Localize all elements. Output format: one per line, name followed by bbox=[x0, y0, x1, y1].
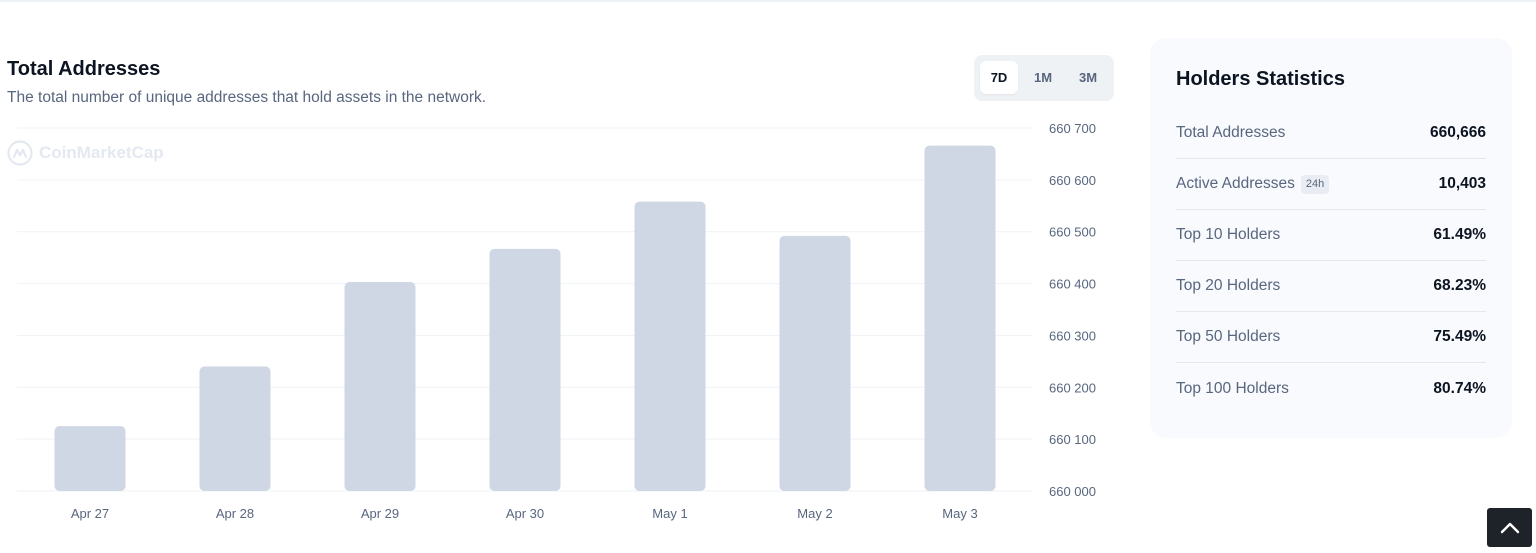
stat-row-top-10-holders: Top 10 Holders 61.49% bbox=[1176, 210, 1486, 261]
bar[interactable] bbox=[54, 426, 126, 491]
coinmarketcap-watermark: CoinMarketCap bbox=[7, 139, 164, 167]
x-tick-label: Apr 30 bbox=[506, 506, 544, 521]
y-tick-label: 660 000 bbox=[1049, 484, 1096, 499]
range-7d-button[interactable]: 7D bbox=[980, 61, 1018, 94]
y-tick-label: 660 100 bbox=[1049, 432, 1096, 447]
x-tick-label: May 1 bbox=[652, 506, 687, 521]
stat-label: Top 10 Holders bbox=[1176, 226, 1281, 243]
stat-value: 660,666 bbox=[1429, 124, 1486, 141]
period-badge: 24h bbox=[1300, 174, 1330, 194]
stat-value: 80.74% bbox=[1433, 379, 1486, 397]
coinmarketcap-logo-icon bbox=[7, 140, 33, 166]
stat-label-wrapper: Active Addresses 24h bbox=[1176, 174, 1330, 194]
stat-value: 75.49% bbox=[1433, 328, 1486, 345]
x-tick-label: May 3 bbox=[942, 506, 977, 521]
chart-subtitle: The total number of unique addresses tha… bbox=[7, 89, 487, 106]
stat-label: Top 50 Holders bbox=[1176, 328, 1281, 345]
x-tick-label: Apr 29 bbox=[361, 506, 399, 521]
stat-label: Active Addresses bbox=[1176, 175, 1295, 192]
chart-title: Total Addresses bbox=[7, 58, 161, 80]
holders-statistics-list: Total Addresses 660,666 Active Addresses… bbox=[1176, 108, 1486, 414]
bar[interactable] bbox=[199, 366, 271, 491]
stat-label: Top 20 Holders bbox=[1176, 277, 1281, 294]
stat-value: 61.49% bbox=[1433, 226, 1486, 243]
bar[interactable] bbox=[344, 282, 416, 491]
bar[interactable] bbox=[779, 235, 851, 491]
stat-value: 68.23% bbox=[1433, 277, 1486, 294]
top-divider bbox=[0, 0, 1536, 2]
stat-label: Total Addresses bbox=[1176, 124, 1286, 141]
x-tick-label: Apr 27 bbox=[71, 506, 109, 521]
stat-row-top-100-holders: Top 100 Holders 80.74% bbox=[1176, 363, 1486, 414]
holders-statistics-title: Holders Statistics bbox=[1176, 68, 1345, 90]
range-1m-button[interactable]: 1M bbox=[1024, 61, 1062, 94]
total-addresses-section: Total Addresses The total number of uniq… bbox=[7, 55, 1114, 521]
holders-statistics-card: Holders Statistics Total Addresses 660,6… bbox=[1150, 38, 1512, 438]
range-toggle: 7D 1M 3M bbox=[974, 55, 1114, 101]
watermark-text: CoinMarketCap bbox=[39, 143, 164, 162]
y-tick-label: 660 400 bbox=[1049, 277, 1096, 292]
stat-row-active-addresses: Active Addresses 24h 10,403 bbox=[1176, 159, 1486, 210]
range-3m-button[interactable]: 3M bbox=[1069, 61, 1107, 94]
chevron-up-icon bbox=[1500, 522, 1519, 533]
stat-row-top-50-holders: Top 50 Holders 75.49% bbox=[1176, 312, 1486, 363]
stat-value: 10,403 bbox=[1438, 175, 1486, 192]
stat-label: Top 100 Holders bbox=[1176, 379, 1289, 397]
bar[interactable] bbox=[634, 201, 706, 491]
y-tick-label: 660 500 bbox=[1049, 225, 1096, 240]
stat-row-total-addresses: Total Addresses 660,666 bbox=[1176, 108, 1486, 159]
stat-row-top-20-holders: Top 20 Holders 68.23% bbox=[1176, 261, 1486, 312]
total-addresses-bar-chart: 660 000 660 100 660 200 660 300 660 400 660 5… bbox=[17, 121, 1096, 521]
x-tick-label: May 2 bbox=[797, 506, 832, 521]
y-tick-label: 660 300 bbox=[1049, 328, 1096, 343]
y-tick-label: 660 600 bbox=[1049, 173, 1096, 188]
bar[interactable] bbox=[489, 248, 561, 491]
x-tick-label: Apr 28 bbox=[216, 506, 254, 521]
scroll-to-top-button[interactable] bbox=[1487, 508, 1532, 547]
y-tick-label: 660 200 bbox=[1049, 380, 1096, 395]
bar[interactable] bbox=[924, 145, 996, 492]
y-tick-label: 660 700 bbox=[1049, 121, 1096, 136]
